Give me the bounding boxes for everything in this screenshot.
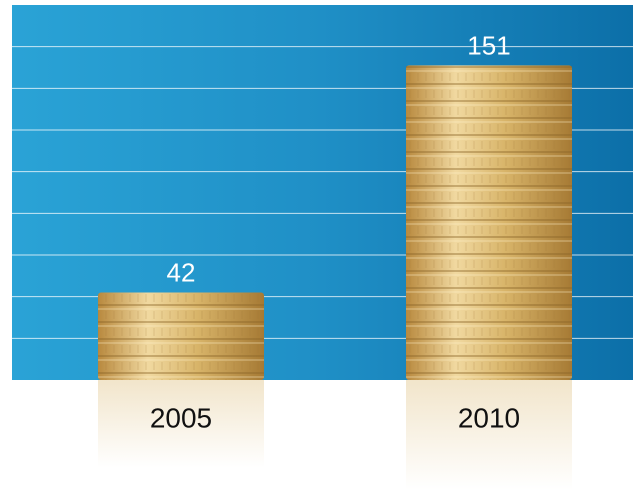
value-label: 151 xyxy=(467,30,510,60)
x-tick-label: 2005 xyxy=(150,402,212,433)
bar-reflection xyxy=(98,380,264,468)
value-label: 42 xyxy=(167,257,196,287)
x-tick-label: 2010 xyxy=(458,402,520,433)
coin-texture xyxy=(406,65,572,381)
coin-texture xyxy=(98,292,264,380)
bar-reflection xyxy=(406,380,572,490)
